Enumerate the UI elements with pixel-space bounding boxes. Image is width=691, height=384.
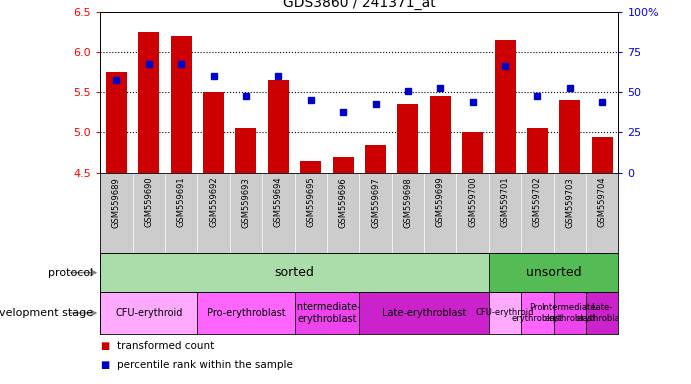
Text: GSM559689: GSM559689	[112, 177, 121, 228]
Bar	[559, 100, 580, 173]
Text: Intermediate-
erythroblast: Intermediate- erythroblast	[541, 303, 598, 323]
Bar	[100, 292, 198, 334]
Text: ■: ■	[100, 360, 109, 370]
Bar	[586, 292, 618, 334]
Text: GSM559692: GSM559692	[209, 177, 218, 227]
Bar	[495, 40, 515, 173]
Bar	[300, 161, 321, 173]
Bar	[106, 72, 127, 173]
Text: GSM559694: GSM559694	[274, 177, 283, 227]
Text: development stage: development stage	[0, 308, 93, 318]
Text: GSM559693: GSM559693	[241, 177, 250, 228]
Text: GSM559699: GSM559699	[436, 177, 445, 227]
Bar	[332, 157, 354, 173]
Bar	[138, 31, 160, 173]
Text: Intermediate-
erythroblast: Intermediate- erythroblast	[294, 302, 360, 324]
Text: sorted: sorted	[274, 266, 314, 279]
Text: CFU-erythroid: CFU-erythroid	[115, 308, 182, 318]
Text: percentile rank within the sample: percentile rank within the sample	[117, 360, 294, 370]
Text: GSM559695: GSM559695	[306, 177, 315, 227]
Bar	[203, 92, 224, 173]
Text: transformed count: transformed count	[117, 341, 215, 351]
Bar	[521, 292, 553, 334]
Text: ■: ■	[100, 341, 109, 351]
Bar	[171, 36, 191, 173]
Bar	[236, 128, 256, 173]
Text: GSM559700: GSM559700	[468, 177, 477, 227]
Text: GSM559698: GSM559698	[404, 177, 413, 228]
Text: CFU-erythroid: CFU-erythroid	[476, 308, 534, 318]
Text: Pro-
erythroblast: Pro- erythroblast	[512, 303, 563, 323]
Text: GSM559691: GSM559691	[177, 177, 186, 227]
Text: protocol: protocol	[48, 268, 93, 278]
Text: Pro-erythroblast: Pro-erythroblast	[207, 308, 285, 318]
Text: GSM559702: GSM559702	[533, 177, 542, 227]
Bar	[294, 292, 359, 334]
Bar	[489, 253, 618, 292]
Text: GSM559704: GSM559704	[598, 177, 607, 227]
Bar	[553, 292, 586, 334]
Title: GDS3860 / 241371_at: GDS3860 / 241371_at	[283, 0, 436, 10]
Bar	[397, 104, 419, 173]
Text: Late-
erythroblast: Late- erythroblast	[576, 303, 628, 323]
Bar	[527, 128, 548, 173]
Text: Late-erythroblast: Late-erythroblast	[382, 308, 466, 318]
Bar	[268, 80, 289, 173]
Bar	[462, 132, 483, 173]
Bar	[489, 292, 521, 334]
Text: GSM559696: GSM559696	[339, 177, 348, 228]
Text: GSM559701: GSM559701	[500, 177, 509, 227]
Bar	[591, 136, 613, 173]
Bar	[430, 96, 451, 173]
Text: GSM559703: GSM559703	[565, 177, 574, 228]
Text: unsorted: unsorted	[526, 266, 581, 279]
Bar	[359, 292, 489, 334]
Text: GSM559697: GSM559697	[371, 177, 380, 228]
Bar	[100, 253, 489, 292]
Bar	[365, 145, 386, 173]
Bar	[198, 292, 294, 334]
Text: GSM559690: GSM559690	[144, 177, 153, 227]
